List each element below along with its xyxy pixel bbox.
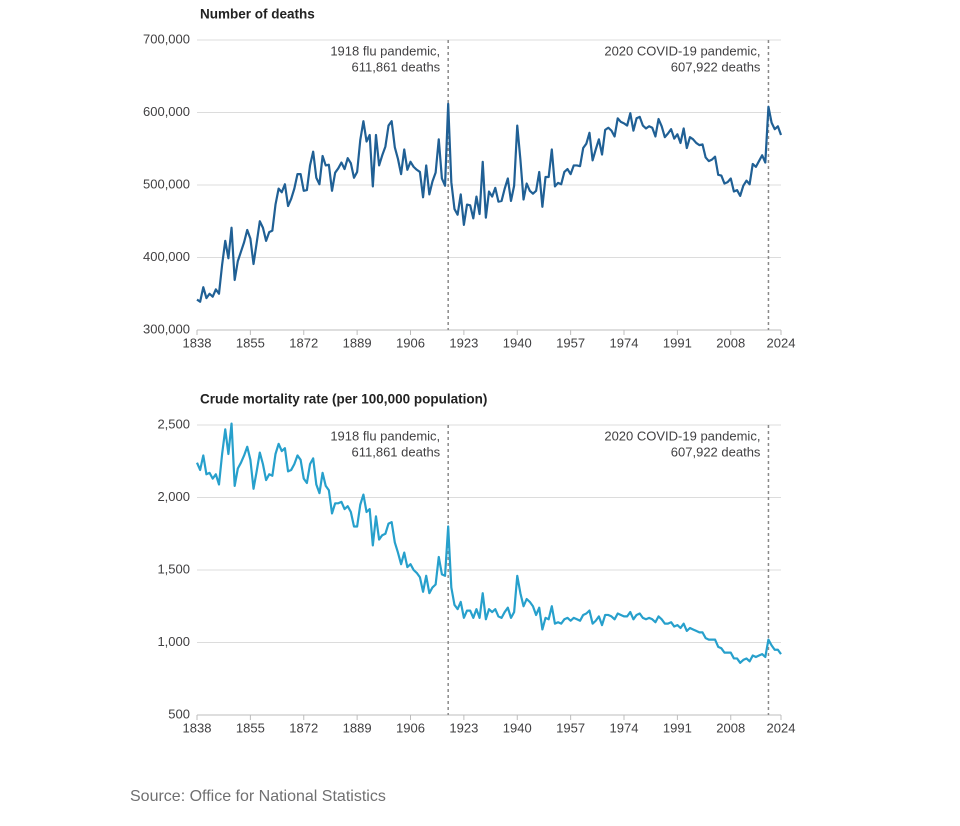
x-tick-label: 1923 [449, 335, 478, 350]
x-tick-label: 2008 [716, 335, 745, 350]
annotation-text: 611,861 deaths [352, 444, 441, 459]
x-tick-label: 1906 [396, 335, 425, 350]
x-tick-label: 1906 [396, 720, 425, 735]
y-tick-label: 700,000 [143, 31, 190, 46]
x-tick-label: 1923 [449, 720, 478, 735]
y-tick-label: 400,000 [143, 249, 190, 264]
x-tick-label: 1957 [556, 720, 585, 735]
y-tick-label: 2,500 [157, 416, 190, 431]
annotation-text: 2020 COVID-19 pandemic, [604, 428, 760, 443]
annotation-text: 607,922 deaths [671, 59, 761, 74]
x-tick-label: 1974 [610, 335, 639, 350]
chart-title: Number of deaths [200, 7, 315, 22]
x-tick-label: 1838 [183, 335, 212, 350]
x-tick-label: 1940 [503, 335, 532, 350]
data-line [196, 102, 783, 303]
x-tick-label: 1889 [343, 335, 372, 350]
y-tick-label: 1,500 [157, 561, 190, 576]
y-tick-label: 500,000 [143, 176, 190, 191]
source: Source: Office for National Statistics [130, 788, 386, 805]
data-line [195, 422, 782, 664]
y-tick-label: 500 [168, 706, 190, 721]
x-tick-label: 1974 [610, 720, 639, 735]
x-tick-label: 1991 [663, 720, 692, 735]
x-tick-label: 1855 [236, 335, 265, 350]
x-tick-label: 1872 [289, 720, 318, 735]
y-tick-label: 300,000 [143, 321, 190, 336]
x-tick-label: 1957 [556, 335, 585, 350]
y-tick-label: 600,000 [143, 104, 190, 119]
annotation-text: 607,922 deaths [671, 444, 761, 459]
x-tick-label: 1940 [503, 720, 532, 735]
x-tick-label: 1838 [183, 720, 212, 735]
x-tick-label: 2024 [767, 720, 796, 735]
annotation-text: 611,861 deaths [352, 59, 441, 74]
x-tick-label: 1889 [343, 720, 372, 735]
y-tick-label: 1,000 [157, 634, 190, 649]
annotation-text: 1918 flu pandemic, [330, 428, 440, 443]
x-tick-label: 1991 [663, 335, 692, 350]
annotation-text: 1918 flu pandemic, [330, 43, 440, 58]
x-tick-label: 1872 [289, 335, 318, 350]
y-tick-label: 2,000 [157, 489, 190, 504]
x-tick-label: 1855 [236, 720, 265, 735]
annotation-text: 2020 COVID-19 pandemic, [604, 43, 760, 58]
x-tick-label: 2008 [716, 720, 745, 735]
x-tick-label: 2024 [767, 335, 796, 350]
chart-title: Crude mortality rate (per 100,000 popula… [200, 392, 487, 407]
